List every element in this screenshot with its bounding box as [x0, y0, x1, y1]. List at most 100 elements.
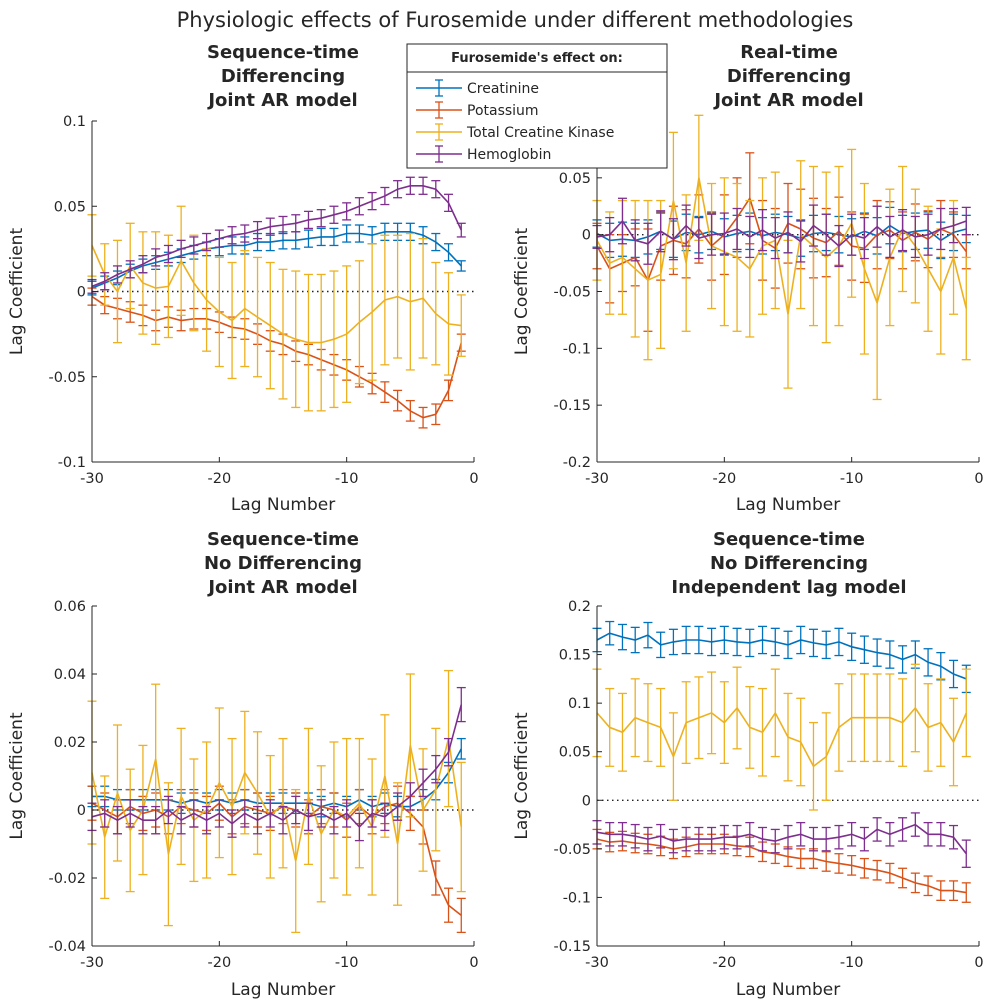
y-tick-label: -0.05 [553, 842, 591, 858]
legend-label: Hemoglobin [467, 147, 551, 163]
series-line [91, 231, 462, 289]
x-tick-label: 0 [974, 955, 983, 971]
y-tick-label: 0.15 [559, 648, 591, 664]
x-tick-label: -30 [80, 471, 104, 487]
y-tick-label: 0.04 [54, 667, 86, 683]
x-tick-label: -30 [80, 955, 104, 971]
y-tick-label: -0.15 [553, 398, 591, 414]
series-line [91, 738, 463, 862]
series-hemoglobin [592, 197, 971, 268]
panel-title-line: Sequence-time [207, 529, 359, 550]
series-line [596, 838, 967, 894]
panel-title-line: Joint AR model [712, 90, 863, 111]
y-tick-label: 0 [77, 803, 86, 819]
y-tick-label: 0 [582, 793, 591, 809]
y-axis-label: Lag Coefficient [7, 228, 27, 356]
x-tick-label: 0 [974, 471, 983, 487]
x-tick-label: -10 [840, 471, 864, 487]
x-axis-label: Lag Number [231, 980, 335, 1000]
y-tick-label: -0.1 [563, 341, 591, 357]
y-tick-label: -0.05 [553, 285, 591, 301]
series-line [596, 224, 967, 242]
series-line [596, 177, 968, 315]
y-tick-label: -0.05 [48, 370, 86, 386]
x-axis-label: Lag Number [231, 495, 335, 515]
y-tick-label: 0.1 [63, 114, 86, 130]
series-hemoglobin [592, 812, 971, 868]
y-tick-label: -0.15 [553, 939, 591, 955]
x-axis-label: Lag Number [736, 980, 840, 1000]
series-line [596, 219, 967, 248]
legend-box [406, 43, 668, 169]
panel-title-line: No Differencing [204, 553, 362, 574]
y-axis-label: Lag Coefficient [512, 228, 532, 356]
figure-title: Physiologic effects of Furosemide under … [177, 8, 854, 32]
series-potassium [87, 287, 466, 429]
series-potassium [87, 785, 466, 934]
panel-3: Sequence-time No Differencing Joint AR mod… [7, 529, 479, 1000]
y-axis-label: Lag Coefficient [512, 712, 532, 840]
x-tick-label: -10 [840, 955, 864, 971]
legend-title: Furosemide's effect on: [451, 51, 623, 66]
legend-item-potassium: Potassium [416, 101, 539, 119]
x-axis-label: Lag Number [736, 495, 840, 515]
series-line [596, 706, 968, 768]
x-tick-label: -10 [335, 471, 359, 487]
series-hemoglobin [87, 176, 466, 294]
panel-title-line: Differencing [727, 66, 851, 87]
x-tick-label: -30 [585, 955, 609, 971]
panel-4: Sequence-time No Differencing Independent … [512, 529, 984, 1000]
series-total-creatine-kinase [87, 669, 466, 934]
series-line [91, 295, 463, 419]
y-tick-label: 0.05 [559, 745, 591, 761]
series-line [91, 704, 463, 829]
x-tick-label: -20 [712, 471, 736, 487]
series-line [92, 748, 463, 808]
panel-title-line: Sequence-time [207, 42, 359, 63]
x-tick-label: -20 [712, 955, 736, 971]
series-potassium [592, 828, 971, 903]
x-tick-label: -10 [335, 955, 359, 971]
legend: Furosemide's effect on: Creatinine Potassi… [406, 43, 668, 169]
panel-title-line: Joint AR model [206, 577, 357, 598]
y-tick-label: 0.2 [568, 599, 591, 615]
y-tick-label: 0 [77, 285, 86, 301]
panel-title-line: No Differencing [710, 553, 868, 574]
legend-label: Potassium [467, 103, 539, 119]
x-tick-label: 0 [469, 955, 478, 971]
y-tick-label: 0.05 [54, 199, 86, 215]
series-total-creatine-kinase [87, 205, 466, 412]
legend-label: Total Creatine Kinase [466, 125, 614, 141]
panel-title-line: Differencing [221, 66, 345, 87]
y-tick-label: 0.05 [559, 171, 591, 187]
y-tick-label: 0.02 [54, 735, 86, 751]
y-tick-label: 0 [582, 228, 591, 244]
y-tick-label: -0.02 [48, 871, 86, 887]
panels: Sequence-time Differencing Joint AR model -… [7, 42, 984, 1000]
x-tick-label: -30 [585, 471, 609, 487]
y-tick-label: -0.1 [58, 455, 86, 471]
y-tick-label: -0.04 [48, 939, 86, 955]
legend-item-creatinine: Creatinine [416, 79, 539, 97]
y-tick-label: -0.2 [563, 455, 591, 471]
series-line [91, 185, 463, 288]
panel-title-line: Sequence-time [713, 529, 865, 550]
legend-label: Creatinine [467, 81, 539, 97]
y-tick-label: -0.1 [563, 890, 591, 906]
x-tick-label: 0 [469, 471, 478, 487]
series-total-creatine-kinase [592, 663, 971, 811]
x-tick-label: -20 [207, 471, 231, 487]
series-hemoglobin [87, 686, 466, 842]
series-line [91, 245, 462, 344]
panel-1: Sequence-time Differencing Joint AR model -… [7, 42, 479, 515]
y-tick-label: 0.1 [568, 696, 591, 712]
x-tick-label: -20 [207, 955, 231, 971]
panel-title-line: Independent lag model [671, 577, 906, 598]
series-line [596, 823, 967, 855]
series-line [596, 632, 967, 680]
legend-item-hemoglobin: Hemoglobin [416, 145, 551, 163]
panel-2: Real-time Differencing Joint AR model -30 -2… [512, 42, 984, 515]
panel-title-line: Joint AR model [206, 90, 357, 111]
y-tick-label: 0.06 [54, 599, 86, 615]
